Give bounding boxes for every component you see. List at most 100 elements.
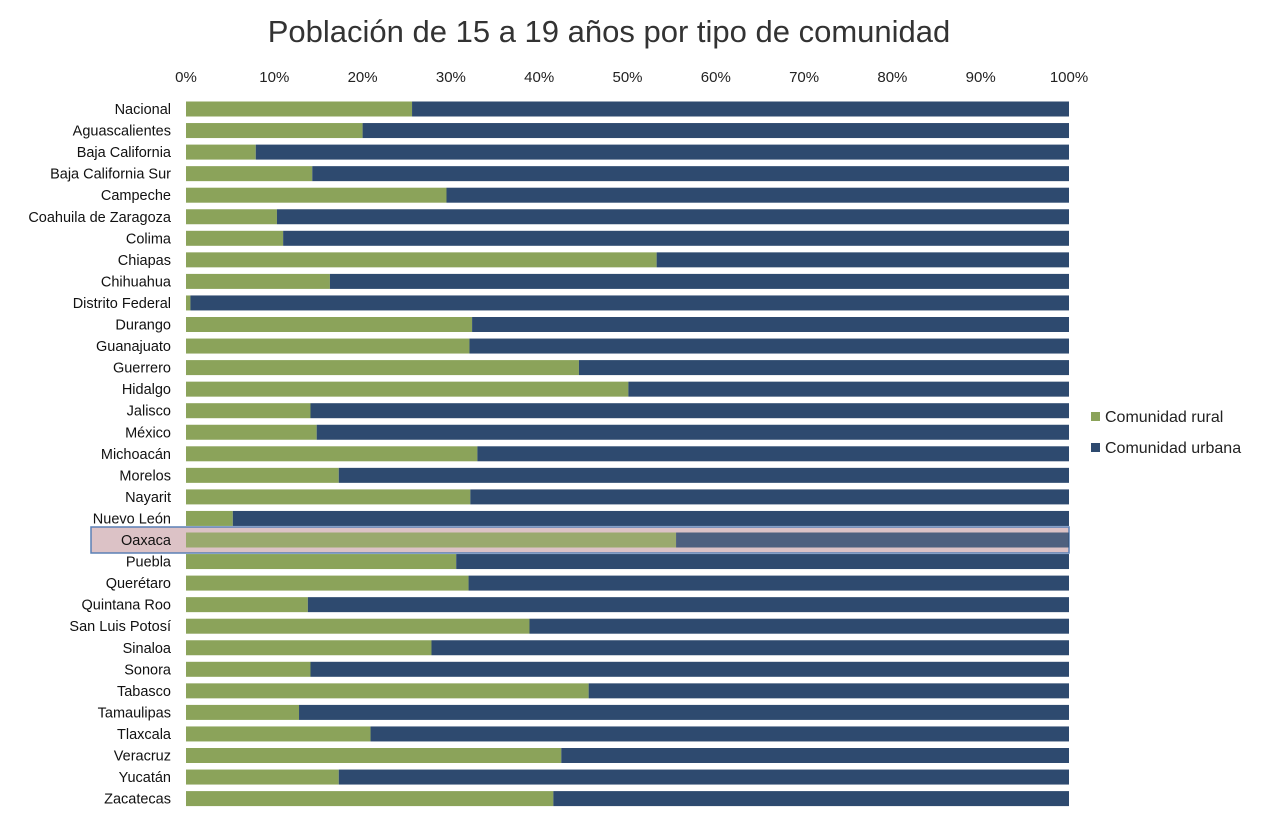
bar-rural-10 xyxy=(186,317,473,332)
category-label: Tabasco xyxy=(117,684,171,700)
category-labels: Nacional Aguascalientes Baja California Baj… xyxy=(28,102,172,808)
category-label: Puebla xyxy=(126,555,172,571)
category-label: Zacatecas xyxy=(104,792,171,808)
bar-rural-6 xyxy=(186,230,284,246)
category-label: Guerrero xyxy=(113,361,171,377)
bar-urban-4 xyxy=(446,187,1069,203)
bar-rural-0 xyxy=(186,101,413,117)
bar-rural-21 xyxy=(186,554,457,570)
legend-label-0: Comunidad rural xyxy=(1105,409,1223,426)
bar-rural-29 xyxy=(186,726,371,742)
legend: Comunidad rural Comunidad urbana xyxy=(1091,409,1241,457)
bar-urban-15 xyxy=(316,424,1070,440)
bar-urban-27 xyxy=(588,683,1069,699)
bar-rural-8 xyxy=(186,273,330,289)
category-label: Distrito Federal xyxy=(73,296,171,312)
bar-rural-17 xyxy=(186,467,339,483)
bar-urban-2 xyxy=(255,144,1069,160)
category-label: Quintana Roo xyxy=(82,598,171,614)
chart-title: Población de 15 a 19 años por tipo de co… xyxy=(268,14,951,49)
bar-rural-16 xyxy=(186,446,478,462)
bar-rural-24 xyxy=(186,618,530,634)
bar-rural-4 xyxy=(186,187,447,203)
category-label: Jalisco xyxy=(127,404,171,420)
bar-urban-29 xyxy=(370,726,1069,742)
category-label: Nayarit xyxy=(125,490,171,506)
category-label: Sonora xyxy=(124,662,172,678)
x-tick-label: 0% xyxy=(175,69,197,86)
x-tick-label: 60% xyxy=(701,69,731,86)
category-label: Chiapas xyxy=(118,253,171,269)
category-label: Durango xyxy=(115,318,171,334)
bar-rural-14 xyxy=(186,403,311,419)
category-label: Colima xyxy=(126,231,172,247)
bar-urban-6 xyxy=(283,230,1069,246)
bar-urban-0 xyxy=(412,101,1070,117)
bar-urban-26 xyxy=(310,661,1069,677)
category-label: Morelos xyxy=(119,468,171,484)
bar-urban-31 xyxy=(338,769,1069,785)
x-tick-label: 70% xyxy=(789,69,819,86)
bar-rural-27 xyxy=(186,683,589,699)
category-label: Tlaxcala xyxy=(117,727,172,743)
category-label: Nacional xyxy=(115,102,171,118)
category-label: Guanajuato xyxy=(96,339,171,355)
bar-urban-22 xyxy=(468,575,1069,591)
bar-urban-16 xyxy=(477,446,1069,462)
bar-rural-19 xyxy=(186,510,233,526)
bar-urban-7 xyxy=(656,252,1069,268)
bar-rural-13 xyxy=(186,381,629,397)
category-label: San Luis Potosí xyxy=(69,619,171,635)
bar-urban-14 xyxy=(310,403,1069,419)
bar-urban-24 xyxy=(529,618,1069,634)
bar-rural-32 xyxy=(186,791,554,807)
bar-rural-7 xyxy=(186,252,657,268)
category-label: Oaxaca xyxy=(121,533,172,549)
category-label: Aguascalientes xyxy=(73,124,171,140)
bar-rural-5 xyxy=(186,209,277,225)
legend-label-1: Comunidad urbana xyxy=(1105,440,1241,457)
bar-rural-30 xyxy=(186,748,562,763)
bar-rural-9 xyxy=(186,295,191,311)
bar-urban-32 xyxy=(553,791,1069,807)
bar-rural-1 xyxy=(186,123,363,139)
bar-urban-8 xyxy=(329,273,1070,289)
x-tick-label: 20% xyxy=(348,69,378,86)
category-label: Campeche xyxy=(101,188,171,204)
bar-urban-28 xyxy=(299,704,1069,720)
legend-swatch-1 xyxy=(1091,443,1100,452)
bar-rural-18 xyxy=(186,489,471,505)
x-tick-label: 80% xyxy=(877,69,907,86)
category-label: Querétaro xyxy=(106,576,171,592)
x-tick-label: 10% xyxy=(259,69,289,86)
x-tick-label: 40% xyxy=(524,69,554,86)
bar-urban-20 xyxy=(676,532,1069,548)
bar-urban-10 xyxy=(472,317,1069,332)
x-tick-label: 30% xyxy=(436,69,466,86)
bar-urban-13 xyxy=(628,381,1069,397)
bar-urban-1 xyxy=(362,123,1070,139)
category-label: Hidalgo xyxy=(122,382,171,398)
bar-urban-5 xyxy=(276,209,1070,225)
x-tick-label: 50% xyxy=(612,69,642,86)
bar-urban-12 xyxy=(578,360,1069,376)
bar-urban-23 xyxy=(307,597,1069,613)
bar-rural-31 xyxy=(186,769,339,785)
category-label: Coahuila de Zaragoza xyxy=(28,210,172,226)
bar-urban-3 xyxy=(312,166,1069,182)
bar-urban-25 xyxy=(431,640,1069,656)
bar-urban-17 xyxy=(338,467,1069,483)
category-label: Yucatán xyxy=(119,770,171,786)
bar-urban-18 xyxy=(470,489,1069,505)
category-label: Chihuahua xyxy=(101,274,172,290)
bar-rural-23 xyxy=(186,597,308,613)
x-tick-label: 100% xyxy=(1050,69,1088,86)
category-label: Sinaloa xyxy=(123,641,172,657)
bar-urban-11 xyxy=(469,338,1069,354)
category-label: Michoacán xyxy=(101,447,171,463)
category-label: Nuevo León xyxy=(93,511,171,527)
bar-rural-26 xyxy=(186,661,311,677)
bar-urban-9 xyxy=(190,295,1070,311)
bar-urban-19 xyxy=(232,510,1069,526)
